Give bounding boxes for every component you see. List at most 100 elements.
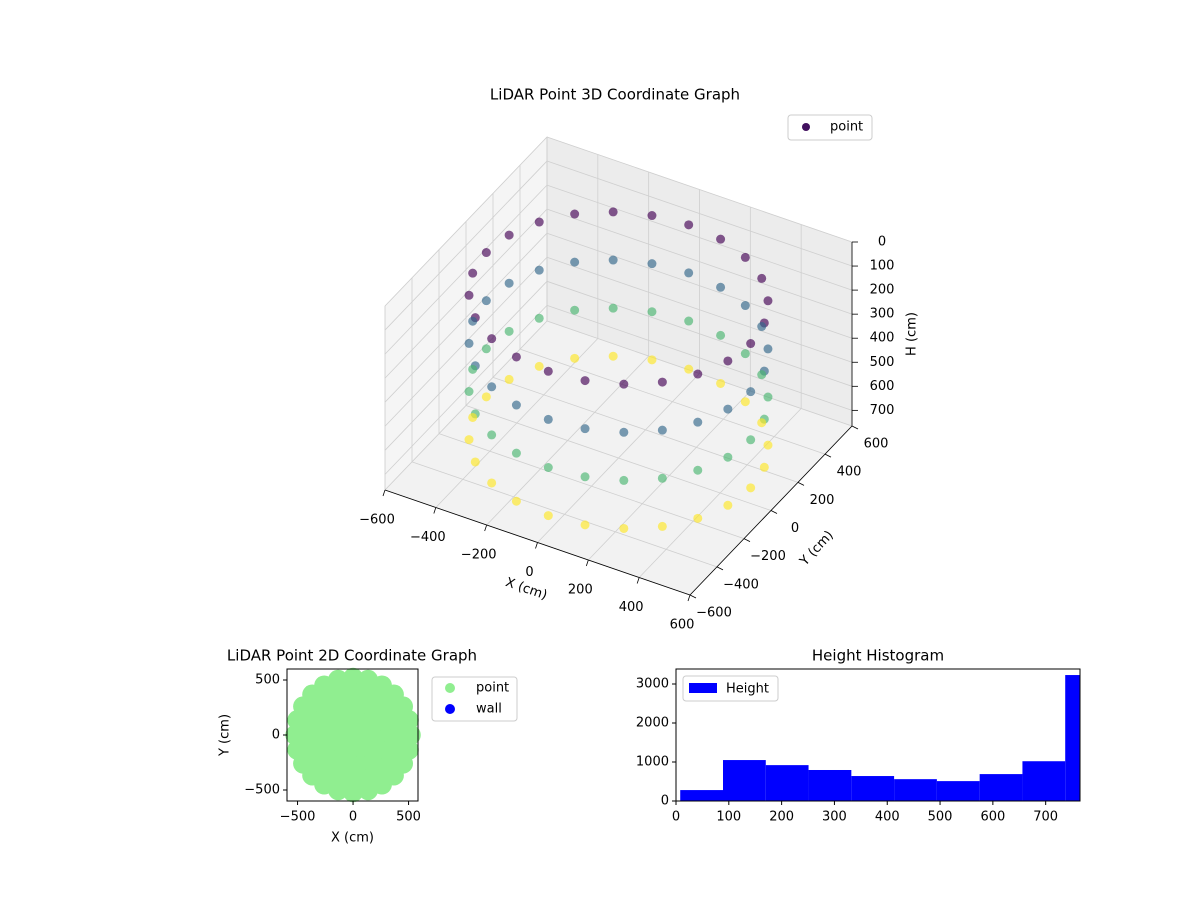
grid-line <box>546 256 853 363</box>
point <box>657 425 667 435</box>
point <box>647 211 657 221</box>
legend-box <box>682 675 779 702</box>
y-tick-label: 0 <box>272 728 280 743</box>
point <box>464 338 474 348</box>
point <box>757 322 767 332</box>
x-axis-line <box>384 489 691 596</box>
z-tick-label: 700 <box>870 403 895 418</box>
z-tick-label: 500 <box>870 355 895 370</box>
grid-line <box>384 232 548 403</box>
point <box>534 217 544 227</box>
point <box>511 448 521 458</box>
point <box>657 377 667 387</box>
y-axis-label: Y (cm) <box>218 714 233 757</box>
chart-title: Height Histogram <box>812 647 944 665</box>
point <box>608 351 618 361</box>
point <box>716 378 726 388</box>
axes-frame <box>675 668 1081 802</box>
point <box>759 462 769 472</box>
point <box>468 364 478 374</box>
point <box>716 282 726 292</box>
point <box>757 418 767 428</box>
legend-label: Height <box>726 682 769 697</box>
point <box>487 478 497 488</box>
point <box>543 414 553 424</box>
point <box>481 248 491 258</box>
point <box>543 366 553 376</box>
point <box>468 268 478 278</box>
point <box>647 259 657 269</box>
x-tick-label: 200 <box>568 583 593 598</box>
point <box>723 404 733 414</box>
grid-line <box>492 376 799 483</box>
tick-mark <box>851 425 859 430</box>
point <box>504 230 514 240</box>
point <box>740 252 750 262</box>
z-tick-label: 300 <box>870 307 895 322</box>
y-tick-label: −400 <box>723 577 759 592</box>
point <box>657 521 667 531</box>
point <box>464 290 474 300</box>
point <box>757 273 767 283</box>
point <box>723 452 733 462</box>
x-tick-label: 0 <box>349 810 357 825</box>
bar <box>680 790 724 801</box>
point <box>684 316 694 326</box>
grid-line <box>546 232 853 339</box>
point <box>684 268 694 278</box>
grid-line <box>465 405 772 511</box>
point <box>534 265 544 275</box>
point <box>534 361 544 371</box>
point <box>684 220 694 230</box>
x-tick-label: 600 <box>670 618 695 633</box>
grid-line <box>438 433 745 540</box>
point <box>619 523 629 533</box>
point <box>487 382 497 392</box>
point <box>693 465 703 475</box>
bar <box>851 776 895 801</box>
point <box>746 483 756 493</box>
point <box>570 305 580 315</box>
point <box>746 435 756 445</box>
point <box>580 424 590 434</box>
point <box>504 278 514 288</box>
tick-mark <box>585 559 589 567</box>
y-tick-label: −500 <box>244 783 280 798</box>
point <box>580 376 590 386</box>
bar <box>1022 761 1066 801</box>
point <box>608 255 618 265</box>
point <box>468 316 478 326</box>
legend-marker <box>445 704 455 714</box>
tick-mark <box>716 566 724 571</box>
point <box>580 472 590 482</box>
point <box>693 513 703 523</box>
y-tick-label: −600 <box>696 606 732 621</box>
point <box>398 739 419 760</box>
y-tick-label: 400 <box>837 465 862 480</box>
point <box>716 330 726 340</box>
grid-line <box>546 208 853 315</box>
x-tick-label: 400 <box>619 600 644 615</box>
legend-box <box>787 114 873 141</box>
point <box>343 725 364 745</box>
point <box>400 725 421 745</box>
y-tick-label: 500 <box>255 673 280 688</box>
tick-mark <box>689 594 697 599</box>
point <box>383 739 404 760</box>
legend-marker <box>445 683 455 693</box>
point <box>716 234 726 244</box>
point <box>723 500 733 510</box>
grid-line <box>546 160 853 267</box>
point <box>746 387 756 397</box>
bar <box>723 760 766 801</box>
y-tick-label: 200 <box>810 493 835 508</box>
bar <box>1065 675 1080 801</box>
x-tick-label: −600 <box>359 513 395 528</box>
point <box>504 326 514 336</box>
point <box>746 339 756 349</box>
legend-label: point <box>476 681 509 696</box>
tick-mark <box>636 577 640 584</box>
point <box>511 496 521 506</box>
z-tick-label: 600 <box>870 379 895 394</box>
bar <box>936 781 980 801</box>
